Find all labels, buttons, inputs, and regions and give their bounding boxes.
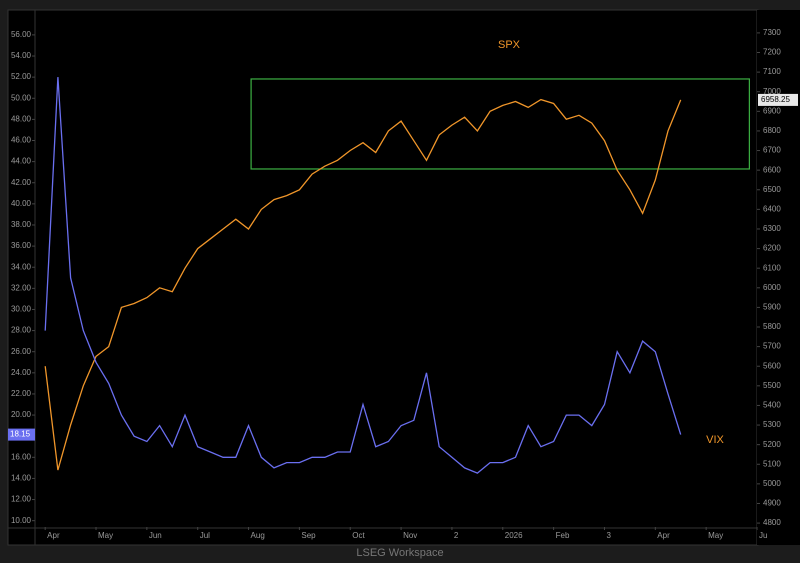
y2-tick-label: 5300 [763,420,781,429]
y-tick-label: 28.00 [11,326,32,335]
x-tick-label: 2026 [505,531,523,540]
y-tick-label: 30.00 [11,305,32,314]
x-tick-label: 3 [606,531,611,540]
series-label: VIX [706,434,724,446]
y2-tick-label: 7200 [763,48,781,57]
x-tick-label: Ju [759,531,767,540]
series-line [44,77,682,474]
y2-tick-label: 7100 [763,67,781,76]
y2-tick-label: 7300 [763,28,781,37]
series-line [44,98,682,471]
x-tick-label: Aug [251,531,265,540]
x-tick-label: 2 [454,531,459,540]
y2-tick-label: 6000 [763,283,781,292]
x-tick-label: Oct [352,531,365,540]
series-label: SPX [498,39,521,51]
x-tick-label: May [98,531,113,540]
y2-tick-label: 5000 [763,479,781,488]
y2-tick-label: 6100 [763,263,781,272]
y-tick-label: 48.00 [11,114,32,123]
y-tick-label: 34.00 [11,262,32,271]
y-tick-label: 22.00 [11,389,32,398]
y2-tick-label: 6300 [763,224,781,233]
y2-tick-label: 4900 [763,499,781,508]
y-tick-label: 42.00 [11,178,32,187]
y-tick-label: 24.00 [11,368,32,377]
y2-tick-label: 6900 [763,106,781,115]
y-tick-label: 44.00 [11,157,32,166]
y2-tick-label: 5100 [763,459,781,468]
y2-tick-label: 5800 [763,322,781,331]
y2-tick-label: 5900 [763,303,781,312]
y-tick-label: 10.00 [11,516,32,525]
y-tick-label: 12.00 [11,495,32,504]
y2-tick-label: 6600 [763,165,781,174]
last-value-label: 6958.25 [761,95,790,104]
y2-tick-label: 6500 [763,185,781,194]
y-tick-label: 54.00 [11,51,32,60]
last-value-tag [8,428,35,441]
y-tick-label: 20.00 [11,410,32,419]
x-tick-label: Jun [149,531,162,540]
x-tick-label: May [708,531,723,540]
y2-tick-label: 6200 [763,244,781,253]
x-tick-label: Nov [403,531,417,540]
y-tick-label: 16.00 [11,452,32,461]
y2-tick-label: 5400 [763,401,781,410]
y-tick-label: 56.00 [11,30,32,39]
y-tick-label: 52.00 [11,72,32,81]
last-value-tag [758,93,798,106]
x-tick-label: Apr [657,531,670,540]
last-value-label: 18.15 [10,430,31,439]
y-tick-label: 40.00 [11,199,32,208]
y2-tick-label: 5500 [763,381,781,390]
y2-tick-label: 7000 [763,87,781,96]
x-tick-label: Sep [301,531,316,540]
y-tick-label: 36.00 [11,241,32,250]
y-tick-label: 46.00 [11,136,32,145]
y2-tick-label: 4800 [763,518,781,527]
chart-frame [7,9,759,546]
x-tick-label: Jul [200,531,210,540]
y2-tick-label: 5700 [763,342,781,351]
y2-tick-label: 6700 [763,146,781,155]
y-tick-label: 14.00 [11,474,32,483]
y-tick-label: 50.00 [11,93,32,102]
range-box [250,78,750,170]
y-tick-label: 32.00 [11,283,32,292]
y2-tick-label: 6400 [763,204,781,213]
y2-tick-label: 5200 [763,440,781,449]
x-tick-label: Apr [47,531,60,540]
y2-tick-label: 6800 [763,126,781,135]
x-tick-label: Feb [556,531,570,540]
y-tick-label: 26.00 [11,347,32,356]
y2-tick-label: 5600 [763,361,781,370]
y-tick-label: 38.00 [11,220,32,229]
footer: LSEG Workspace [356,547,443,559]
